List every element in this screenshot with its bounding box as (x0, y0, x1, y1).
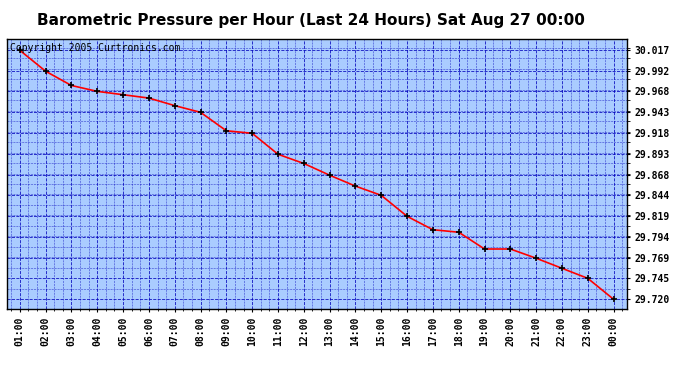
Text: Barometric Pressure per Hour (Last 24 Hours) Sat Aug 27 00:00: Barometric Pressure per Hour (Last 24 Ho… (37, 13, 584, 28)
Text: Copyright 2005 Curtronics.com: Copyright 2005 Curtronics.com (10, 44, 180, 53)
